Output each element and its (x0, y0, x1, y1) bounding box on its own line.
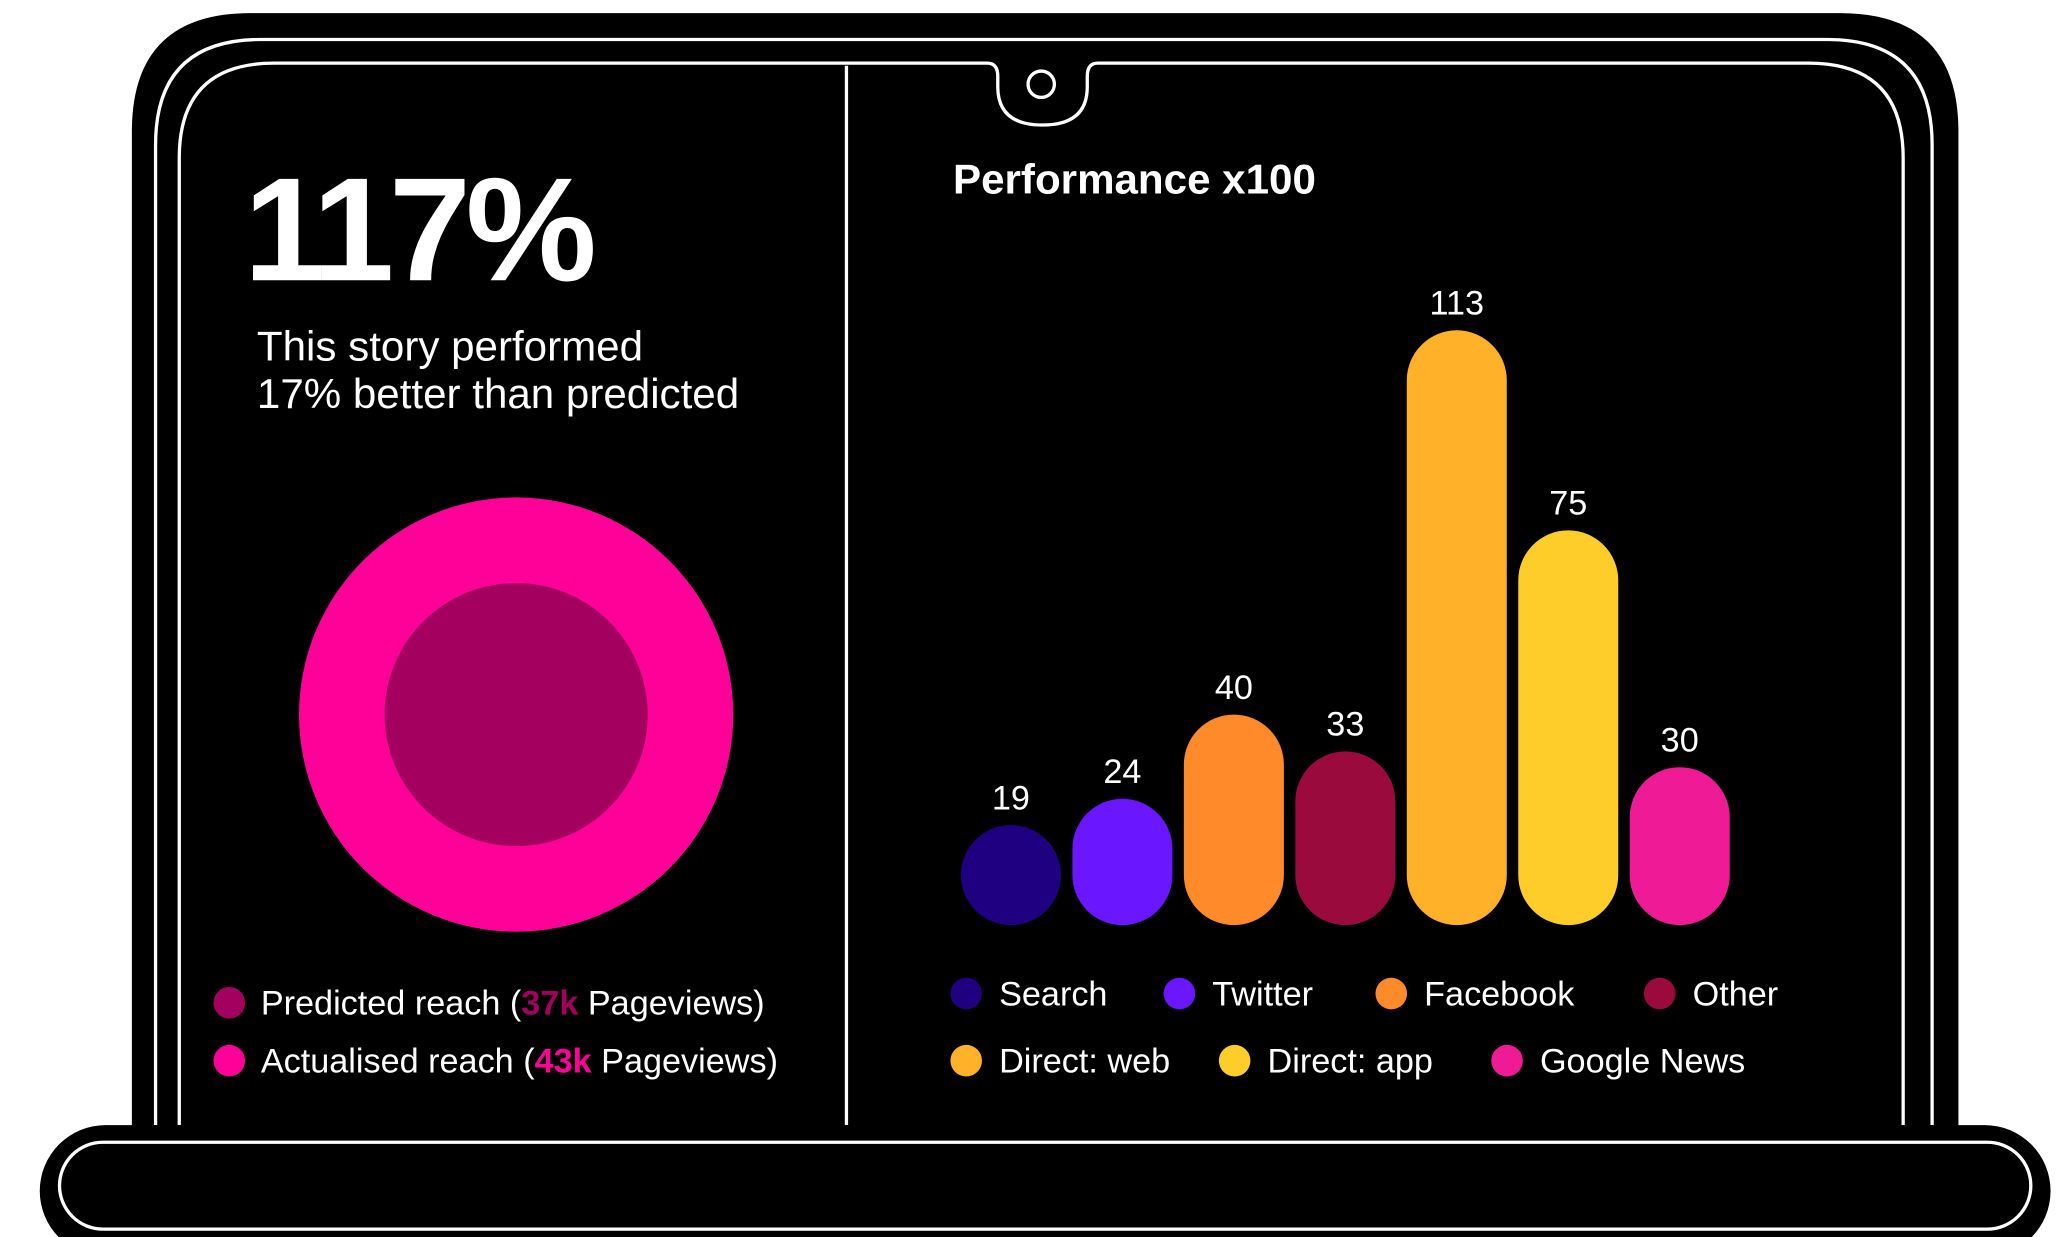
bar (1406, 330, 1507, 926)
legend-part: Actualised reach ( (261, 1043, 535, 1081)
legend-dot (950, 977, 982, 1010)
frame-line (153, 37, 1934, 1126)
bar (960, 825, 1061, 926)
legend-dot (213, 986, 246, 1019)
bar (1072, 798, 1173, 926)
headline: 117% (244, 148, 594, 312)
legend-part: Pageviews) (592, 1043, 778, 1081)
legend-part: 37k (521, 985, 579, 1023)
legend-dot (1163, 977, 1196, 1010)
legend-part: Predicted reach ( (261, 985, 522, 1023)
legend-label: Other (1693, 975, 1779, 1013)
legend-part: 43k (535, 1043, 593, 1081)
bar-chart: 19 24 40 33 113 75 30 Search Twitter Facebook Othe… (950, 285, 1778, 1081)
value-label: 40 (1215, 669, 1253, 707)
value-label: 113 (1430, 285, 1485, 323)
legend-text: Predicted reach (37k Pageviews) (261, 985, 765, 1023)
legend-dot (950, 1044, 982, 1077)
legend-label: Facebook (1424, 975, 1575, 1013)
bar (1518, 530, 1619, 926)
value-label: 75 (1549, 485, 1587, 523)
camera (1026, 69, 1057, 100)
legend-dot (1375, 977, 1408, 1010)
value-label: 24 (1103, 753, 1141, 791)
bar (1295, 751, 1396, 926)
legend-dot (1643, 977, 1676, 1010)
reach-legend: Predicted reach (37k Pageviews)Actualise… (213, 985, 778, 1081)
legend-label: Search (999, 975, 1107, 1013)
legend-label: Direct: web (999, 1043, 1170, 1081)
chart-title: Performance x100 (953, 155, 1316, 202)
predicted-circle (384, 582, 648, 847)
description: 17% better than predicted (257, 370, 739, 417)
legend-part: Pageviews) (578, 985, 764, 1023)
legend-label: Direct: app (1268, 1043, 1433, 1081)
screen-line (177, 61, 1905, 1126)
value-label: 33 (1326, 706, 1364, 744)
legend-dot (213, 1044, 246, 1077)
legend-label: Twitter (1212, 975, 1313, 1013)
description: This story performed (257, 323, 643, 370)
legend-dot (1491, 1044, 1523, 1077)
legend-label: Google News (1540, 1043, 1745, 1081)
value-label: 19 (992, 779, 1030, 817)
base (39, 1125, 2051, 1237)
base-line (57, 1140, 2033, 1231)
bar (1183, 714, 1284, 926)
bar (1629, 767, 1730, 926)
legend-text: Actualised reach (43k Pageviews) (261, 1043, 778, 1081)
legend-dot (1218, 1044, 1251, 1077)
value-label: 30 (1661, 721, 1699, 759)
